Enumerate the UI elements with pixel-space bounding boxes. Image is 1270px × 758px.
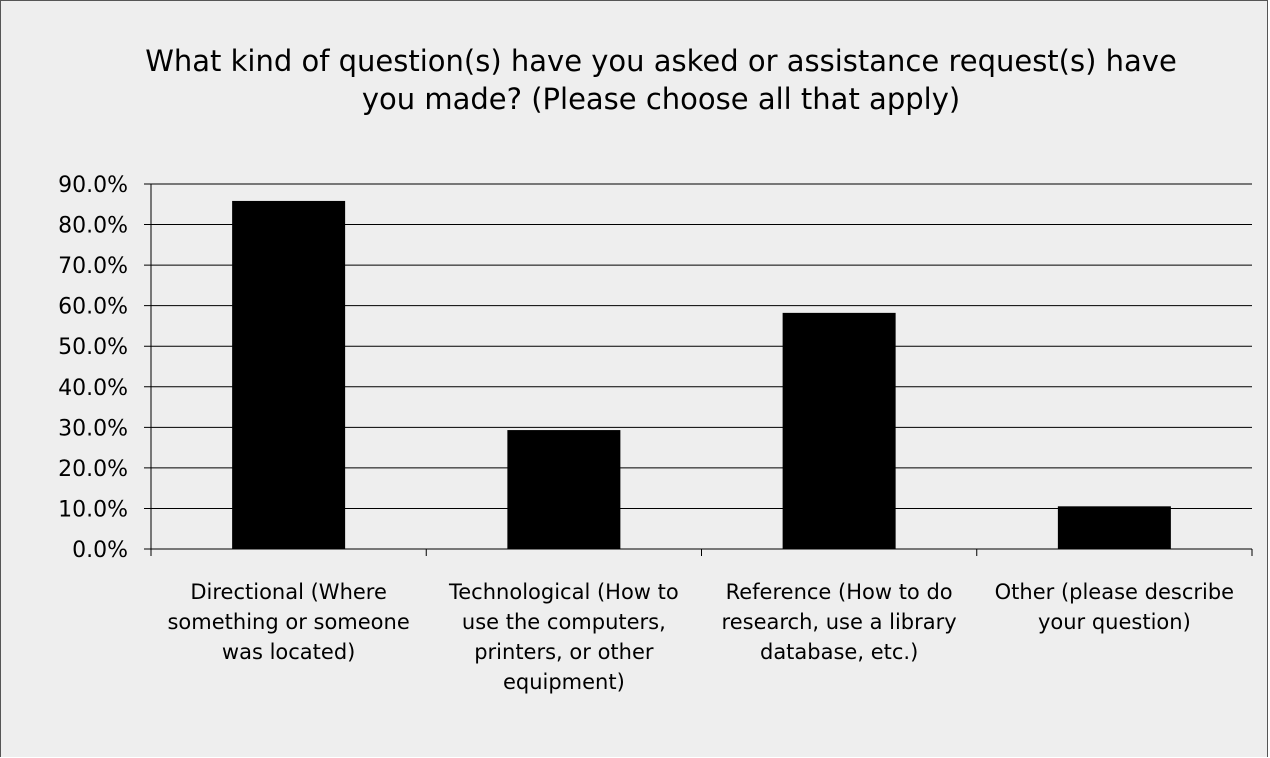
x-category-label: was located) <box>222 640 355 664</box>
bar <box>507 430 621 550</box>
chart-title: What kind of question(s) have you asked … <box>145 44 1177 116</box>
y-tick-label: 40.0% <box>58 376 128 401</box>
chart-title-line: you made? (Please choose all that apply) <box>362 82 960 116</box>
x-category-label: equipment) <box>503 670 625 694</box>
y-axis-ticks: 0.0% 10.0% 20.0% 30.0% 40.0% 50.0% 60.0% 70.0% 8… <box>58 173 128 563</box>
bar <box>232 200 346 550</box>
x-category-label: your question) <box>1038 610 1191 634</box>
y-tick-label: 70.0% <box>58 254 128 279</box>
y-tick-label: 80.0% <box>58 214 128 239</box>
y-tick-label: 10.0% <box>58 497 128 522</box>
x-category-label: Reference (How to do <box>726 580 953 604</box>
chart-title-line: What kind of question(s) have you asked … <box>145 44 1177 78</box>
y-tick-label: 60.0% <box>58 295 128 320</box>
y-tick-label: 30.0% <box>58 416 128 441</box>
x-category-label: Other (please describe <box>995 580 1234 604</box>
y-tick-label: 50.0% <box>58 335 128 360</box>
x-category-label: Technological (How to <box>448 580 679 604</box>
bar <box>782 312 896 550</box>
bar <box>1057 506 1171 550</box>
x-category-label: research, use a library <box>722 610 957 634</box>
x-category-label: Directional (Where <box>190 580 387 604</box>
x-category-label: database, etc.) <box>760 640 918 664</box>
x-axis-categories: Directional (Where something or someone wa… <box>167 580 1234 694</box>
x-axis <box>144 184 1253 556</box>
x-category-label: printers, or other <box>474 640 654 664</box>
bars <box>232 200 1171 550</box>
y-tick-label: 20.0% <box>58 457 128 482</box>
x-category-label: use the computers, <box>462 610 666 634</box>
y-tick-label: 90.0% <box>58 173 128 198</box>
x-category-label: something or someone <box>167 610 409 634</box>
y-tick-label: 0.0% <box>72 538 128 563</box>
